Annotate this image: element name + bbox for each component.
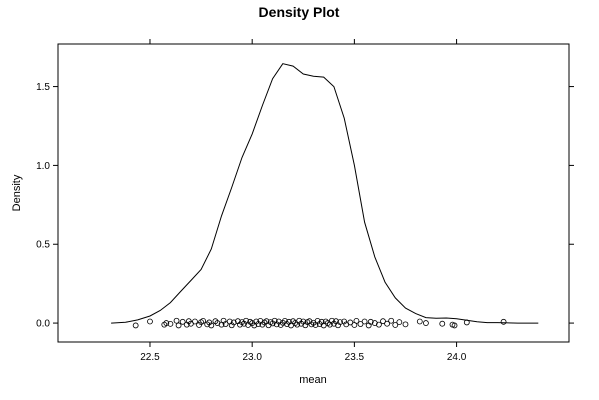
rug-point — [328, 317, 335, 324]
y-tick-label: 0.5 — [36, 240, 50, 251]
rug-point — [353, 317, 360, 324]
rug-point — [396, 319, 403, 326]
plot-frame — [57, 43, 570, 343]
rug-point — [392, 322, 399, 328]
rug-point — [200, 317, 207, 324]
rug-point — [367, 318, 374, 325]
rug-point — [388, 317, 395, 324]
rug-point — [230, 319, 237, 326]
y-tick-label: 1.0 — [36, 161, 50, 172]
y-tick-label: 1.5 — [36, 82, 50, 93]
rug-point — [439, 320, 446, 327]
x-axis-label: mean — [299, 374, 327, 386]
rug-point — [361, 318, 368, 325]
rug-point — [357, 321, 364, 327]
rug-point — [192, 318, 198, 325]
rug-point — [451, 322, 458, 329]
rug-point — [376, 321, 382, 328]
rug-point — [279, 319, 286, 326]
y-tick-labels: 0.0 0.5 1.0 1.5 — [36, 82, 50, 330]
y-axis-label: Density — [11, 174, 23, 211]
rug-point — [179, 318, 186, 325]
rug-point — [212, 318, 219, 325]
x-tick-label: 23.0 — [242, 352, 262, 363]
rug-point — [402, 321, 409, 328]
rug-point — [290, 318, 296, 325]
rug-point — [347, 319, 354, 326]
rug-point — [222, 321, 229, 327]
rug-point — [416, 318, 423, 325]
rug-point — [384, 320, 390, 327]
y-tick-label: 0.0 — [36, 319, 50, 330]
x-tick-label: 23.5 — [345, 352, 365, 363]
chart-title: Density Plot — [259, 4, 340, 20]
rug-point — [206, 319, 213, 326]
rug-point — [337, 319, 343, 326]
x-tick-labels: 22.5 23.0 23.5 24.0 — [140, 352, 467, 363]
rug-point — [296, 317, 303, 324]
x-tick-label: 22.5 — [140, 352, 160, 363]
x-tick-label: 24.0 — [447, 352, 467, 363]
rug-point — [175, 322, 182, 329]
rug-point — [167, 320, 174, 327]
rug-point — [147, 318, 153, 325]
rug-points — [132, 317, 507, 329]
rug-point — [380, 318, 386, 325]
rug-point — [208, 322, 215, 329]
axis-ticks — [53, 39, 574, 347]
rug-point — [204, 321, 211, 328]
rug-point — [163, 320, 170, 326]
density-curve — [111, 63, 539, 324]
rug-point — [132, 322, 139, 329]
rug-point — [423, 320, 429, 326]
rug-point — [463, 319, 470, 326]
rug-point — [241, 320, 247, 327]
rug-point — [500, 318, 507, 325]
rug-point — [173, 317, 180, 324]
